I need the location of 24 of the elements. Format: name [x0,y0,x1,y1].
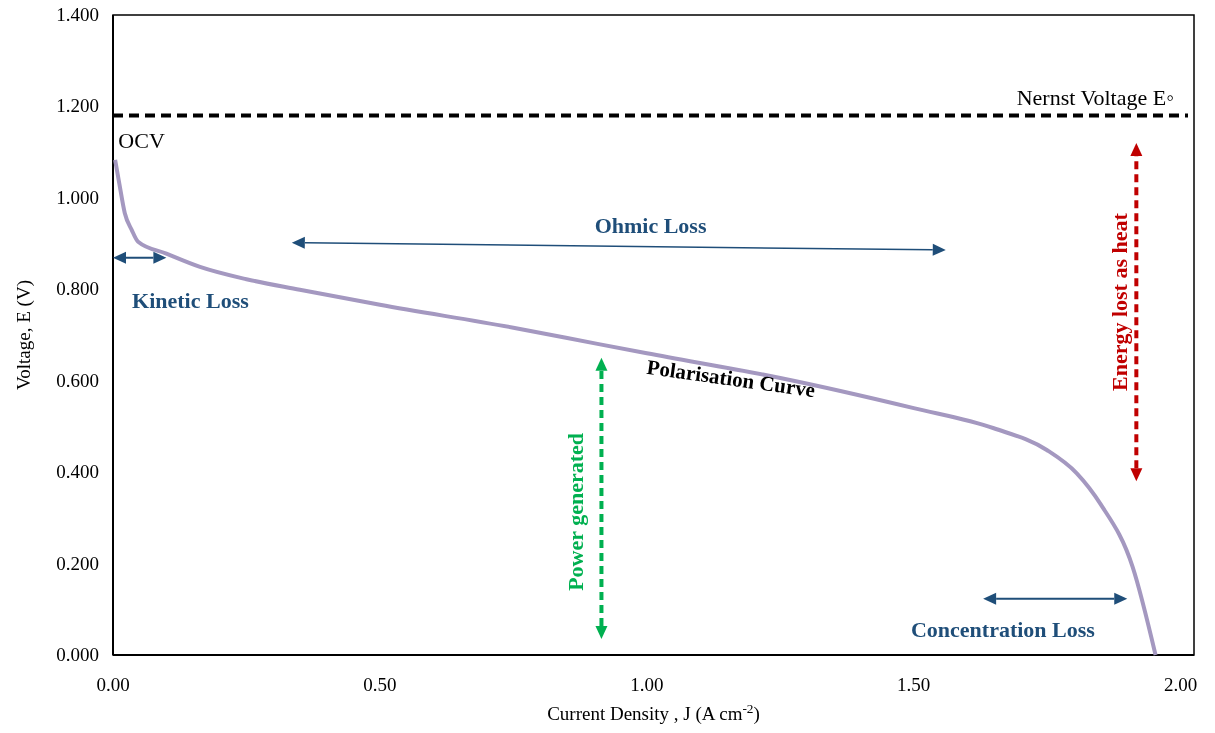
ref-line-label: Nernst Voltage E◦ [1016,84,1174,110]
x-tick-label: 1.50 [897,674,931,695]
line-series [113,157,1158,657]
y-tick-label: 0.000 [56,644,99,665]
y-tick-label: 1.200 [56,95,99,117]
y-tick-label: 1.400 [56,4,99,25]
y-tick-label: 1.000 [56,186,99,208]
annotation: Power generated [563,433,589,591]
y-axis-title: Voltage, E (V) [13,280,35,390]
annotation: Energy lost as heat [1106,212,1132,391]
annotation: OCV [118,128,165,154]
x-axis-title: Current Density , J (A cm$^{-2}$) [547,700,760,725]
y-tick-label: 0.200 [56,552,99,574]
x-tick-label: 2.00 [1164,674,1198,695]
y-tick-label: 0.400 [56,461,99,483]
annotation: Concentration Loss [910,617,1096,643]
annotation: Kinetic Loss [132,288,250,314]
x-tick-label: 1.00 [630,674,664,695]
annotation: Ohmic Loss [594,213,707,239]
y-tick-label: 0.800 [56,278,99,300]
y-tick-label: 0.600 [56,369,99,391]
x-tick-label: 0.00 [96,674,130,695]
annotation: Polarisation Curve [645,354,817,403]
x-tick-label: 0.50 [363,674,397,695]
